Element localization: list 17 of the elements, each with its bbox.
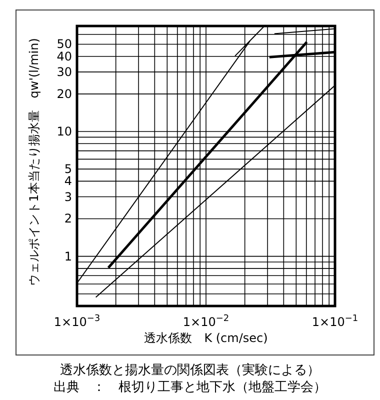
y-tick-label: 3 [64,190,72,204]
y-tick-label: 40 [56,49,72,64]
y-axis-title: ウェルポイント1本当たり揚水量 qw'(l/min) [27,38,41,286]
y-tick-label: 2 [64,212,72,226]
y-tick-label: 10 [56,124,72,138]
x-tick-label: 1×10$^{−1}$ [312,314,358,329]
y-tick-label: 5 [64,162,72,176]
x-axis-title: 透水係数 K (cm/sec) [144,331,268,345]
source-note: 出典 ： 根切り工事と地下水（地盤工学会） [54,380,326,395]
y-tick-label: 20 [56,86,72,101]
text: 透水係数と揚水量の関係図表（実験による） [60,362,320,378]
y-tick-label: 50 [56,37,72,52]
y-tick-label: 30 [56,64,72,79]
x-tick-label: 1×10$^{−3}$ [54,314,100,329]
y-tick-label: 4 [64,174,72,188]
x-tick-label: 1×10$^{−2}$ [182,314,230,329]
y-tick-label: 1 [64,249,72,264]
